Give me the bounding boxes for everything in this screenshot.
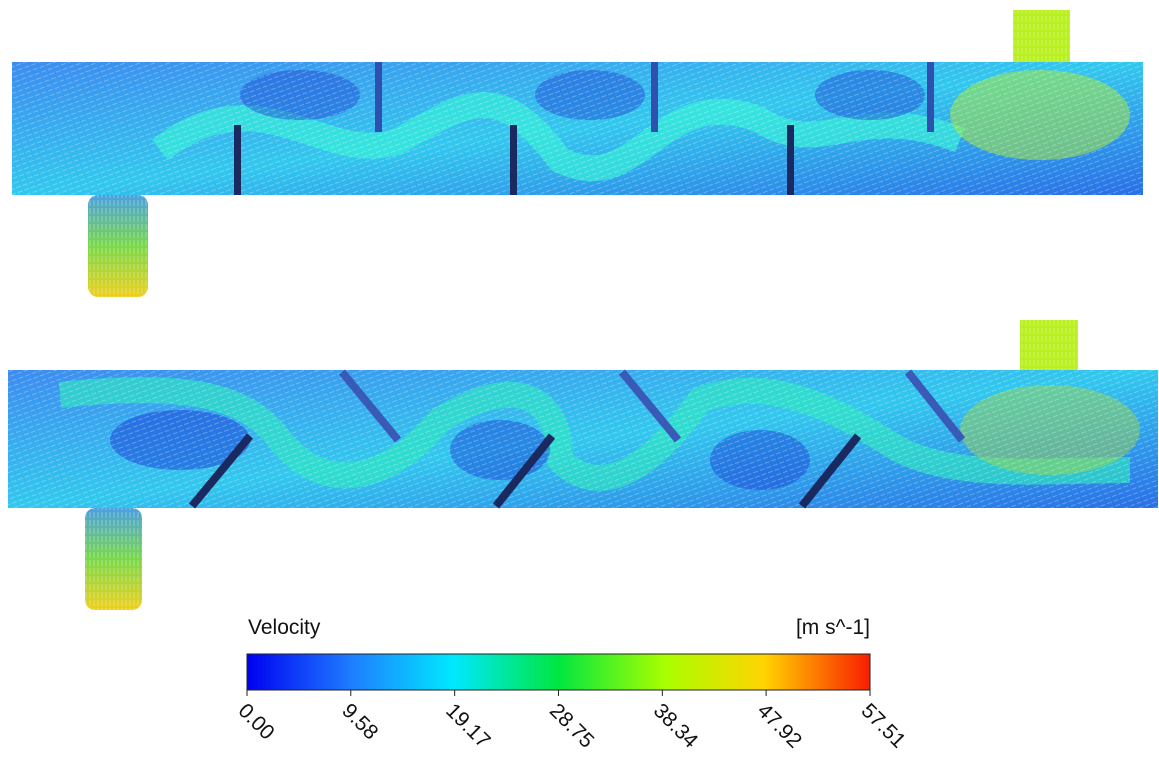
tick-label: 9.58	[337, 699, 382, 744]
tick-label: 19.17	[441, 699, 494, 752]
tick-label: 57.51	[857, 699, 910, 752]
color-bar	[246, 653, 871, 691]
baffle	[904, 369, 966, 443]
baffle	[618, 369, 682, 443]
baffle	[651, 62, 658, 132]
baffle	[234, 125, 241, 195]
vectors	[12, 62, 1143, 195]
inlet-vectors	[88, 195, 148, 297]
baffle	[787, 125, 794, 195]
baffle	[798, 433, 862, 509]
legend-title: Velocity	[248, 616, 321, 639]
baffle	[510, 125, 517, 195]
channel-straight	[12, 10, 1143, 297]
baffle	[338, 369, 402, 443]
baffle	[188, 433, 254, 509]
baffle	[492, 433, 556, 509]
tick-label: 0.00	[234, 699, 279, 744]
vectors	[8, 370, 1158, 508]
outlet-vectors	[1013, 10, 1070, 64]
tick-label: 28.75	[545, 699, 598, 752]
tick-label: 38.34	[649, 699, 703, 753]
channel-inclined	[8, 320, 1158, 610]
legend-unit: [m s^-1]	[796, 616, 870, 639]
legend: Velocity [m s^-1] 0.00 9.58 19.17 28.75 38.3…	[234, 616, 910, 753]
baffle	[927, 62, 934, 132]
inlet-vectors	[85, 508, 142, 610]
tick-label: 47.92	[753, 699, 806, 752]
baffle	[375, 62, 382, 132]
outlet-vectors	[1020, 320, 1078, 374]
